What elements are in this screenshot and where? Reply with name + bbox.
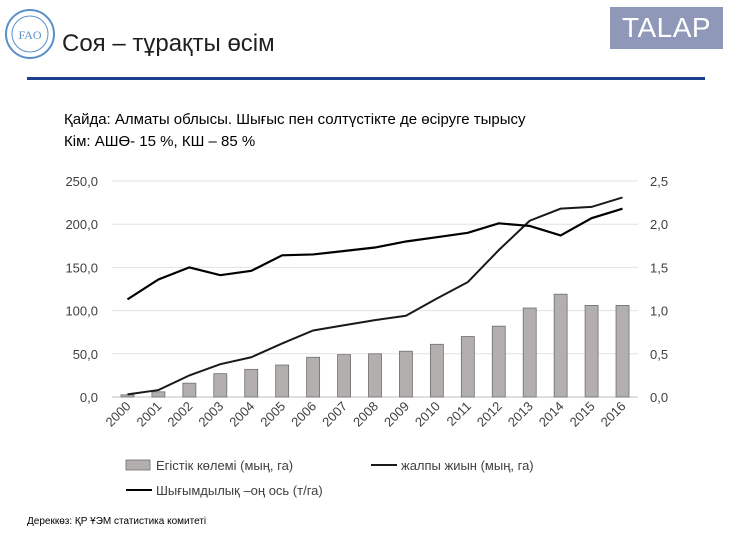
right-tick-label: 2,5: [650, 174, 668, 189]
bar: [429, 343, 444, 398]
right-tick-label: 1,5: [650, 260, 668, 275]
bar: [306, 356, 321, 398]
header-divider: [27, 77, 705, 80]
x-tick-label: 2008: [350, 399, 381, 430]
bar: [460, 336, 475, 398]
x-tick-label: 2004: [226, 399, 257, 430]
x-tick-label: 2013: [505, 399, 536, 430]
bar: [120, 394, 135, 398]
right-tick-label: 0,0: [650, 390, 668, 405]
subtitle-who: Кім: АШӨ- 15 %, КШ – 85 %: [64, 133, 256, 150]
x-tick-label: 2006: [288, 399, 319, 430]
bar: [522, 307, 537, 398]
x-tick-label: 2001: [133, 399, 164, 430]
bar: [151, 391, 166, 398]
left-tick-label: 100,0: [65, 304, 98, 319]
x-tick-label: 2007: [319, 399, 350, 430]
bar: [584, 305, 599, 398]
left-tick-label: 0,0: [80, 390, 98, 405]
x-tick-label: 2005: [257, 399, 288, 430]
x-tick-label: 2000: [103, 399, 134, 430]
right-tick-label: 1,0: [650, 304, 668, 319]
logo-text: FAO: [18, 28, 41, 42]
left-tick-label: 200,0: [65, 217, 98, 232]
left-tick-label: 50,0: [73, 347, 98, 362]
page-title: Соя – тұрақты өсім: [62, 30, 275, 57]
bar: [399, 350, 413, 398]
bar: [244, 368, 259, 398]
legend-label: жалпы жиын (мың, га): [401, 458, 534, 473]
bar: [615, 305, 630, 398]
x-tick-label: 2002: [164, 399, 195, 430]
legend-swatch-bar: [125, 459, 151, 471]
bar: [213, 373, 228, 398]
x-tick-label: 2015: [567, 399, 598, 430]
left-tick-label: 250,0: [65, 174, 98, 189]
line-yield: [126, 207, 623, 301]
talap-badge: TALAP: [610, 7, 723, 49]
right-tick-label: 0,5: [650, 347, 668, 362]
fao-logo: FAO: [5, 9, 55, 59]
x-tick-label: 2010: [412, 399, 443, 430]
x-tick-label: 2012: [474, 399, 505, 430]
bar: [337, 354, 351, 398]
legend-label: Егістік көлемі (мың, га): [156, 458, 293, 473]
x-tick-label: 2003: [195, 399, 226, 430]
x-tick-label: 2009: [381, 399, 412, 430]
left-tick-label: 150,0: [65, 260, 98, 275]
bar: [182, 382, 197, 398]
x-tick-label: 2011: [444, 399, 474, 429]
line-harvest: [127, 196, 623, 396]
bar: [553, 293, 568, 398]
bar: [368, 353, 382, 398]
subtitle-where: Қайда: Алматы облысы. Шығыс пен солтүсті…: [64, 111, 526, 128]
x-tick-label: 2016: [598, 399, 629, 430]
legend-label: Шығымдылық –оң ось (т/га): [156, 483, 323, 498]
bar: [491, 325, 506, 398]
data-source: Дереккөз: ҚР ҰЭМ статистика комитеті: [27, 516, 207, 527]
x-tick-label: 2014: [536, 399, 567, 430]
bar: [275, 364, 290, 398]
right-tick-label: 2,0: [650, 217, 668, 232]
